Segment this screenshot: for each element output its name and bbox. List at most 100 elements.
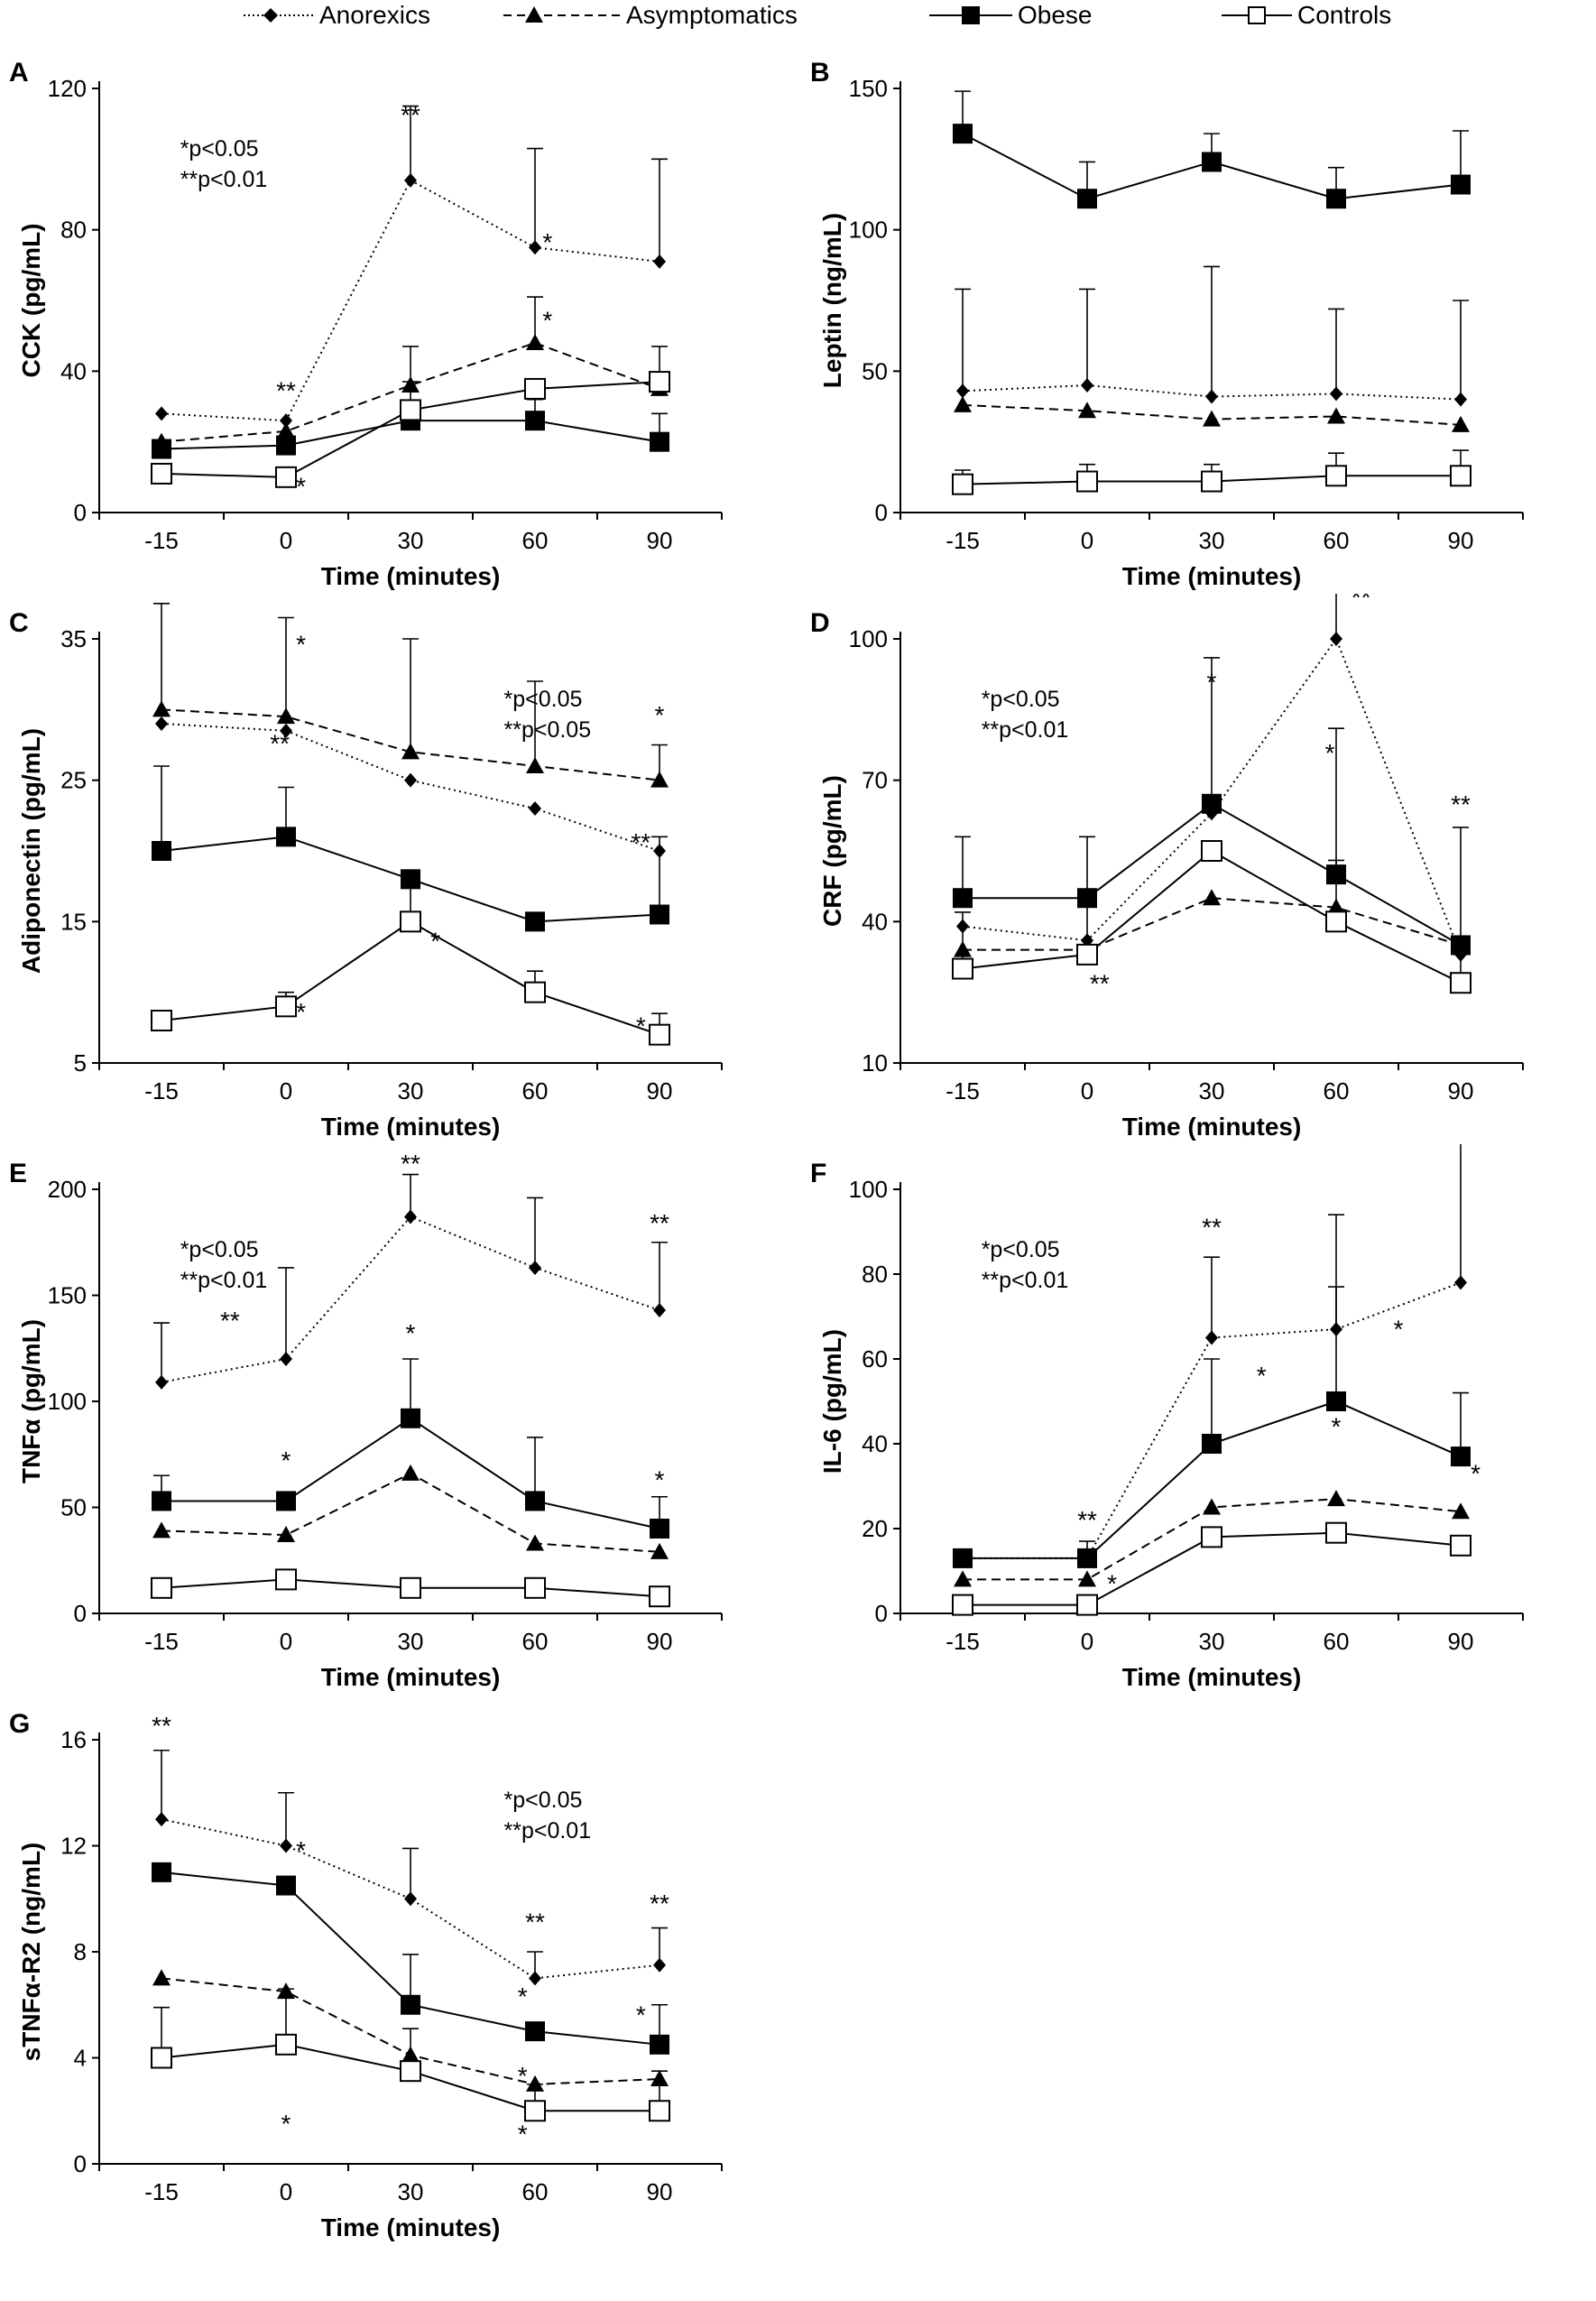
y-axis-label: Adiponectin (pg/mL) [17,728,45,974]
x-tick-label: -15 [946,1628,980,1655]
data-point-asymptomatics [1203,1498,1221,1515]
series-anorexics [153,1173,668,1390]
y-tick-label: 16 [60,1726,87,1753]
x-tick-label: -15 [144,1077,179,1104]
legend-item-anorexics: Anorexics [244,1,430,29]
y-tick-label: 10 [862,1049,888,1077]
series-asymptomatics [954,1490,1470,1587]
significance-marker: ** [631,828,650,856]
data-point-asymptomatics [1078,1570,1096,1587]
x-tick-label: 90 [1448,527,1474,554]
data-point-anorexics [1330,632,1342,646]
data-point-obese [1451,1446,1471,1467]
legend-item-asymptomatics: Asymptomatics [503,1,798,29]
significance-marker: ** [650,1209,669,1237]
data-point-controls [524,2100,546,2122]
data-point-anorexics [653,1957,666,1973]
y-tick-label: 40 [862,1430,888,1457]
data-point-anorexics [280,413,292,429]
data-point-obese [1077,189,1097,209]
x-tick-label: 30 [398,1628,424,1655]
data-point-obese [401,1994,420,2015]
significance-marker: ** [270,729,290,757]
data-point-asymptomatics [650,1542,669,1559]
panel-d: D 10 40 70 100 -15 0 30 60 90 Time (minutes) CRF (p… [801,594,1577,1144]
legend-svg: Anorexics Asymptomatics Obese Controls [244,1,1391,29]
significance-marker: ** [401,101,420,129]
data-point-obese [276,827,296,847]
series-obese [152,1358,669,1539]
panel-f: F 0 20 40 60 80 100 -15 0 30 60 90 Time (minutes) IL-… [801,1144,1577,1695]
data-point-asymptomatics [650,771,669,788]
x-tick-label: -15 [144,527,179,554]
data-point-asymptomatics [1452,415,1470,432]
data-point-controls [1450,972,1471,994]
y-tick-label: 0 [875,499,888,526]
data-point-obese [1202,1434,1222,1454]
significance-marker: * [1332,1413,1342,1441]
series-controls [151,1988,670,2122]
data-point-controls [151,2047,172,2069]
data-point-controls [1201,840,1222,862]
data-point-controls [151,1576,172,1599]
significance-marker: * [296,1836,306,1864]
significance-marker: * [1207,668,1217,696]
data-point-obese [276,1875,296,1896]
data-point-controls [1450,465,1471,487]
x-axis-label: Time (minutes) [1122,1113,1302,1141]
significance-marker: * [281,2110,291,2138]
data-point-anorexics [1205,389,1218,404]
legend-label-obese: Obese [1018,1,1093,29]
data-point-asymptomatics [152,1969,171,1986]
data-point-controls [275,995,297,1018]
y-tick-label: 80 [862,1261,888,1288]
data-point-anorexics [404,1209,417,1224]
significance-note: **p<0.01 [982,717,1069,743]
x-tick-label: 90 [1448,1077,1474,1104]
x-tick-label: -15 [144,1628,179,1655]
y-tick-label: 0 [74,499,87,526]
significance-marker: * [655,1465,665,1493]
y-tick-label: 150 [48,1282,87,1309]
data-point-anorexics [1205,1330,1218,1345]
series-line-asymptomatics [161,341,660,443]
x-tick-label: 90 [647,1628,673,1655]
y-axis-label: Leptin (ng/mL) [818,213,846,388]
data-point-anorexics [529,240,541,255]
x-tick-label: 60 [1324,527,1350,554]
significance-marker: * [1325,739,1335,767]
y-tick-label: 40 [60,357,87,384]
y-tick-label: 50 [862,357,888,384]
y-tick-label: 100 [48,1388,87,1415]
diamond-icon [263,8,278,23]
significance-marker: * [1471,1459,1481,1487]
significance-note: *p<0.05 [982,1237,1060,1262]
x-tick-label: 60 [522,527,549,554]
panel-e: E 0 50 100 150 200 -15 0 30 60 90 Time (minutes) TNF… [0,1144,776,1695]
data-point-asymptomatics [401,743,420,760]
data-point-asymptomatics [152,700,171,717]
data-point-obese [1326,1391,1346,1411]
series-anorexics [155,105,668,429]
significance-marker: * [542,228,552,256]
significance-note: *p<0.05 [504,1788,583,1813]
series-line-controls [962,849,1462,984]
y-axis-label: CCK (pg/mL) [17,223,45,377]
x-tick-label: 60 [1324,1628,1350,1655]
data-point-obese [152,439,171,459]
data-point-anorexics [404,1891,417,1907]
data-point-obese [650,904,669,925]
data-point-anorexics [529,801,541,816]
significance-note: **p<0.01 [180,1268,268,1293]
data-point-controls [400,399,421,421]
x-axis-label: Time (minutes) [321,1663,501,1691]
significance-marker: ** [276,377,296,405]
panel-letter: E [9,1159,27,1188]
data-point-obese [276,1491,296,1511]
significance-note: *p<0.05 [982,687,1060,712]
data-point-obese [650,2034,669,2055]
y-tick-label: 15 [60,908,87,935]
data-point-controls [400,910,421,933]
y-tick-label: 0 [74,2150,87,2177]
x-tick-label: 60 [522,1077,549,1104]
